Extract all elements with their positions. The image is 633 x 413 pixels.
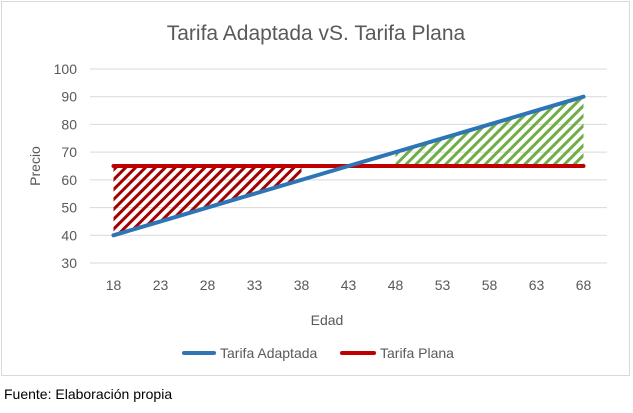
y-tick-label: 80 <box>61 116 77 132</box>
shaded-region <box>395 96 584 166</box>
chart-svg: Tarifa Adaptada vS. Tarifa Plana 30 40 50 6… <box>27 22 607 361</box>
y-axis-label: Precio <box>27 146 43 186</box>
x-tick-label: 58 <box>482 277 498 293</box>
x-tick-label: 23 <box>153 277 169 293</box>
shaded-regions <box>113 96 584 236</box>
series-lines <box>111 94 586 238</box>
y-tick-label: 100 <box>54 61 78 77</box>
x-tick-label: 43 <box>341 277 357 293</box>
y-tick-label: 70 <box>61 144 77 160</box>
chart-title: Tarifa Adaptada vS. Tarifa Plana <box>167 22 466 45</box>
x-tick-label: 33 <box>247 277 263 293</box>
x-tick-label: 18 <box>106 277 122 293</box>
x-axis-label: Edad <box>311 312 344 328</box>
x-tick-label: 28 <box>200 277 216 293</box>
y-tick-label: 90 <box>61 89 77 105</box>
x-tick-label: 38 <box>294 277 310 293</box>
source-note: Fuente: Elaboración propia <box>4 386 173 402</box>
y-tick-label: 30 <box>61 255 77 271</box>
chart-frame: Tarifa Adaptada vS. Tarifa Plana 30 40 50 6… <box>1 1 630 376</box>
legend-label: Tarifa Adaptada <box>220 345 318 361</box>
x-tick-label: 68 <box>576 277 592 293</box>
x-tick-label: 63 <box>529 277 545 293</box>
y-tick-label: 50 <box>61 200 77 216</box>
shaded-region <box>113 166 302 236</box>
series-line <box>111 94 586 238</box>
x-axis-ticks: 18 23 28 33 38 43 48 53 58 63 68 <box>106 277 592 293</box>
legend-label: Tarifa Plana <box>380 345 454 361</box>
y-tick-label: 60 <box>61 172 77 188</box>
x-tick-label: 53 <box>435 277 451 293</box>
legend: Tarifa Adaptada Tarifa Plana <box>182 345 454 361</box>
y-tick-label: 40 <box>61 227 77 243</box>
y-axis-ticks: 30 40 50 60 70 80 90 100 <box>54 61 78 271</box>
x-tick-label: 48 <box>388 277 404 293</box>
